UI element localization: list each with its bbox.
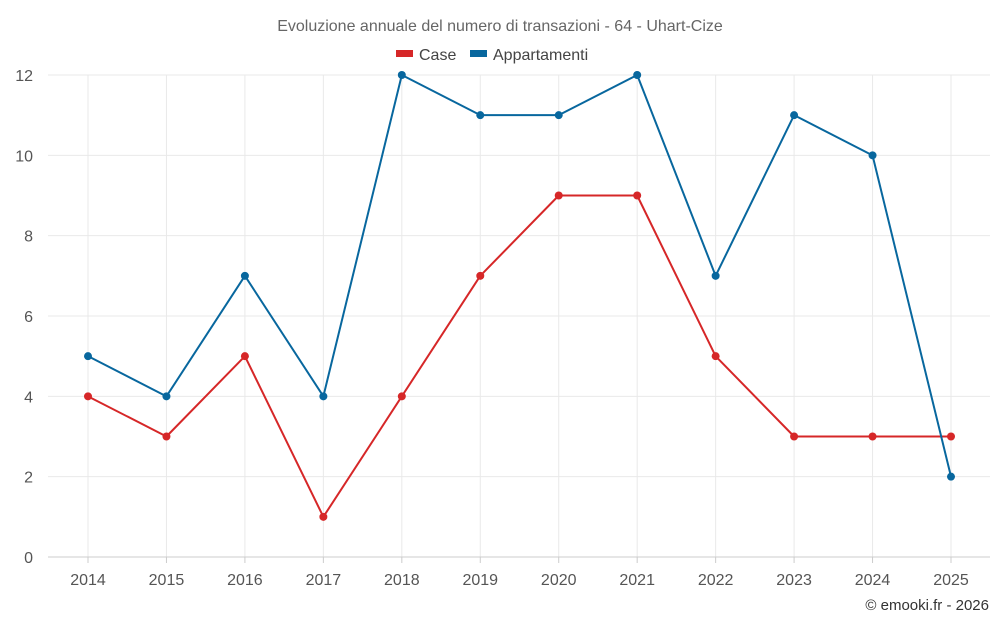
y-tick-label: 6 <box>24 309 33 326</box>
data-point[interactable] <box>947 472 955 481</box>
data-point[interactable] <box>633 71 642 79</box>
x-tick-label: 2014 <box>70 572 106 589</box>
data-point[interactable] <box>319 512 328 521</box>
x-axis-ticks: 2014 2015 2016 2017 2018 2019 2020 2021 2022 2023… <box>70 557 969 589</box>
y-tick-label: 2 <box>24 470 33 487</box>
x-tick-label: 2022 <box>698 572 734 589</box>
legend-swatch <box>470 50 487 57</box>
data-point[interactable] <box>240 352 249 361</box>
data-point[interactable] <box>476 111 485 120</box>
series-case <box>84 191 955 521</box>
x-tick-label: 2025 <box>933 572 969 589</box>
data-point[interactable] <box>790 111 799 120</box>
data-point[interactable] <box>711 352 720 361</box>
series-line <box>87 194 951 518</box>
data-point[interactable] <box>84 392 92 401</box>
data-point[interactable] <box>397 392 406 401</box>
data-point[interactable] <box>84 352 92 361</box>
x-tick-label: 2016 <box>227 572 263 589</box>
legend-label: Case <box>419 47 456 64</box>
x-tick-label: 2018 <box>384 572 420 589</box>
x-tick-label: 2015 <box>149 572 185 589</box>
x-tick-label: 2020 <box>541 572 577 589</box>
y-tick-label: 0 <box>24 550 33 567</box>
data-point[interactable] <box>947 432 955 441</box>
y-gridlines <box>48 74 990 478</box>
x-tick-label: 2021 <box>619 572 655 589</box>
data-point[interactable] <box>554 191 563 200</box>
data-point[interactable] <box>319 392 328 401</box>
legend-item-case[interactable]: Case <box>396 47 456 64</box>
legend-swatch <box>396 50 413 57</box>
y-tick-label: 10 <box>15 148 33 165</box>
data-point[interactable] <box>633 191 642 200</box>
series-layer <box>84 71 955 521</box>
data-point[interactable] <box>397 71 406 79</box>
data-point[interactable] <box>162 392 171 401</box>
chart-title: Evoluzione annuale del numero di transaz… <box>277 18 723 35</box>
data-point[interactable] <box>868 151 877 160</box>
x-tick-label: 2017 <box>306 572 342 589</box>
data-point[interactable] <box>868 432 877 441</box>
x-tick-label: 2024 <box>855 572 891 589</box>
legend: Case Appartamenti <box>396 47 588 64</box>
x-tick-label: 2023 <box>776 572 812 589</box>
data-point[interactable] <box>162 432 171 441</box>
data-point[interactable] <box>476 271 485 280</box>
y-axis-ticks: 0 2 4 6 8 10 12 <box>15 68 33 567</box>
data-point[interactable] <box>240 271 249 280</box>
data-point[interactable] <box>554 111 563 120</box>
legend-item-appartamenti[interactable]: Appartamenti <box>470 47 588 64</box>
series-line <box>87 74 952 477</box>
y-tick-label: 8 <box>24 229 33 246</box>
data-point[interactable] <box>711 271 720 280</box>
x-tick-label: 2019 <box>462 572 498 589</box>
y-tick-label: 12 <box>15 68 33 85</box>
legend-label: Appartamenti <box>493 47 588 64</box>
data-point[interactable] <box>790 432 799 441</box>
y-tick-label: 4 <box>24 389 33 406</box>
credit-text: © emooki.fr - 2026 <box>865 597 989 614</box>
series-appartamenti <box>84 71 955 481</box>
